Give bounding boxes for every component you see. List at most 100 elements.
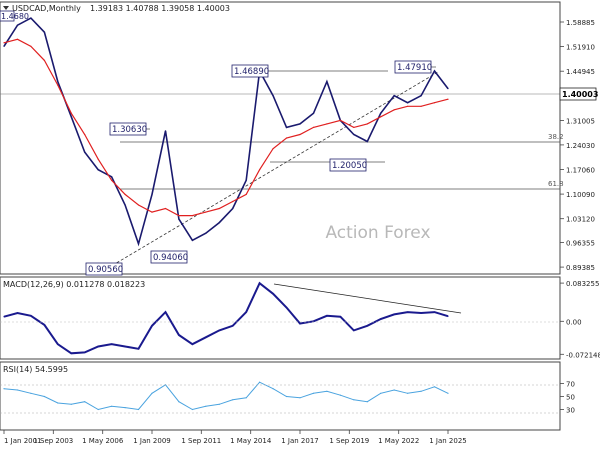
price-line-point: [191, 239, 193, 241]
macd-line-point: [366, 325, 368, 327]
macd-line-point: [84, 351, 86, 353]
x-tick-label: 1 May 2006: [82, 437, 124, 445]
rsi-line-point: [70, 403, 72, 405]
macd-line-point: [97, 345, 99, 348]
rsi-line-point: [205, 405, 207, 407]
annotation-13063: 1.30630: [109, 122, 147, 136]
rsi-line-point: [151, 392, 153, 394]
macd-line-point: [299, 322, 301, 325]
y-tick-label: 1.31005: [566, 117, 595, 125]
rsi-line-point: [111, 405, 113, 407]
y-tick-label: 1.58885: [566, 19, 595, 27]
macd-line-point: [353, 329, 355, 331]
watermark: Action Forex: [325, 223, 430, 243]
rsi-line-point: [407, 392, 409, 394]
ma-line-point: [232, 200, 234, 203]
y-tick-label: -0.072148: [566, 351, 600, 359]
ma-line-point: [151, 211, 153, 213]
rsi-line-point: [137, 408, 140, 411]
annotation-14791: 1.47910: [394, 60, 432, 74]
rsi-line-point: [339, 394, 341, 396]
price-line-point: [97, 169, 99, 171]
price-line-point: [285, 126, 288, 128]
macd-line-point: [232, 325, 234, 327]
price-line-point: [407, 102, 409, 104]
rsi-line-point: [447, 392, 449, 394]
annotation-14689: 1.46890: [231, 64, 269, 78]
rsi-line-point: [366, 401, 368, 403]
price-line-point: [447, 88, 449, 90]
trend-line-dashed: [107, 71, 439, 269]
price-line-point: [232, 207, 234, 210]
svg-text:1.4680: 1.4680: [1, 12, 29, 21]
y-tick-label: 1.44945: [566, 68, 595, 76]
macd-line-point: [137, 348, 140, 350]
macd-line-point: [339, 316, 341, 318]
ma-line-point: [84, 133, 86, 136]
price-line-point: [151, 193, 153, 195]
rsi-line: [3, 381, 449, 411]
ma-line-point: [393, 109, 395, 111]
ma-line-point: [178, 215, 180, 217]
ma-line-point: [16, 38, 19, 40]
y-tick-label: 0.00: [566, 318, 582, 326]
rsi-line-point: [30, 392, 32, 394]
ma-line-point: [137, 204, 140, 206]
svg-text:1.46890: 1.46890: [234, 67, 269, 77]
price-line-point: [433, 70, 436, 72]
x-tick-label: 1 Jan 2009: [133, 437, 171, 445]
rsi-line-point: [191, 408, 193, 411]
macd-line-point: [447, 315, 449, 317]
svg-text:1.20050: 1.20050: [332, 161, 367, 171]
ma-line-point: [97, 158, 99, 160]
macd-line-point: [285, 306, 288, 309]
rsi-line-point: [84, 401, 86, 403]
rsi-line-point: [420, 390, 422, 392]
ma-line: [3, 38, 449, 217]
price-line-point: [366, 140, 368, 143]
ma-line-point: [366, 123, 368, 125]
ohlc-values: 1.39183 1.40788 1.39058 1.40003: [90, 4, 230, 13]
macd-line-point: [245, 311, 247, 313]
rsi-line-point: [16, 389, 19, 391]
macd-line-point: [30, 315, 32, 317]
annotation-09406: 0.94060: [150, 250, 188, 264]
ma-line-point: [272, 148, 274, 150]
rsi-line-point: [312, 392, 315, 394]
ma-line-point: [111, 179, 113, 181]
svg-text:0.90560: 0.90560: [88, 265, 123, 275]
rsi-line-point: [3, 388, 5, 390]
macd-line-point: [191, 343, 193, 345]
ma-line-point: [259, 169, 261, 171]
y-tick-label: 1.10090: [566, 191, 595, 199]
price-line-point: [70, 116, 72, 118]
price-series: [3, 17, 449, 247]
price-line-point: [380, 112, 382, 114]
y-tick-label: 50: [566, 394, 575, 402]
macd-line-point: [3, 316, 5, 318]
macd-line-point: [70, 352, 72, 354]
rsi-line-point: [57, 402, 59, 404]
macd-line-point: [259, 282, 261, 284]
macd-line-point: [43, 324, 46, 326]
rsi-line-point: [232, 399, 234, 401]
macd-line-point: [111, 343, 113, 345]
price-line-point: [312, 112, 315, 114]
price-line-point: [353, 133, 355, 136]
rsi-line-point: [393, 389, 395, 391]
ma-line-point: [447, 98, 449, 100]
macd-line-point: [272, 293, 274, 295]
ma-line-point: [245, 193, 247, 195]
price-line: [3, 17, 449, 247]
rsi-line-point: [285, 395, 288, 398]
ma-line-point: [43, 59, 46, 62]
collapse-triangle-icon[interactable]: [3, 6, 9, 10]
price-line-point: [299, 123, 301, 125]
rsi-line-point: [97, 408, 99, 411]
macd-line-point: [151, 325, 153, 327]
ma-line-point: [70, 112, 72, 114]
x-tick-label: 1 Sep 2019: [329, 437, 369, 445]
price-line-point: [218, 222, 220, 224]
